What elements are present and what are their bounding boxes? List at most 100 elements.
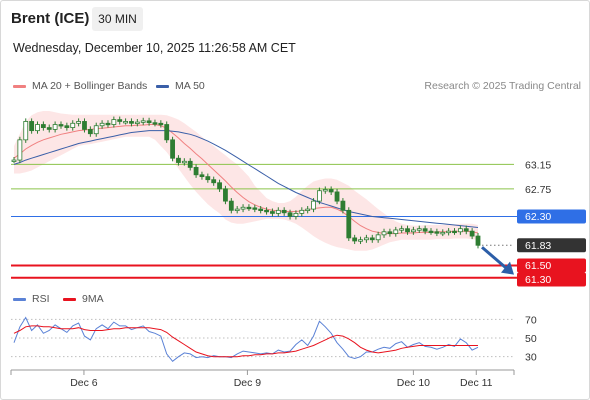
level-62-30-label: 62.30 — [525, 211, 551, 223]
candle — [264, 209, 269, 213]
candle — [434, 231, 440, 234]
ma50-line — [13, 130, 479, 228]
legend-ma50: MA 50 — [156, 80, 205, 92]
candle — [140, 120, 146, 123]
rsi-tick-70: 70 — [525, 314, 537, 326]
rsi-tick-30: 30 — [525, 352, 537, 364]
candle — [375, 234, 381, 241]
forecast-arrow-head — [501, 261, 514, 275]
candle — [152, 122, 158, 125]
candle — [457, 228, 463, 233]
legend-rsi-label: RSI — [32, 293, 50, 305]
candle — [158, 122, 164, 126]
candle — [369, 237, 375, 241]
candle — [328, 189, 334, 193]
candle — [228, 200, 234, 211]
candle — [469, 230, 475, 237]
bollinger-band — [14, 111, 478, 251]
candle — [176, 157, 181, 163]
legend-ma20-label: MA 20 + Bollinger Bands — [32, 80, 148, 92]
candle — [322, 189, 328, 192]
candle — [129, 121, 134, 124]
x-tick-label: Dec 6 — [70, 377, 98, 389]
x-tick-label: Dec 11 — [460, 377, 493, 389]
candle — [29, 121, 35, 132]
credit-text: Research © 2025 Trading Central — [424, 80, 581, 92]
level-63-15-label: 63.15 — [525, 159, 551, 171]
candle — [35, 124, 40, 132]
instrument-title: Brent (ICE) — [11, 10, 90, 27]
legend-ma50-label: MA 50 — [175, 80, 205, 92]
level-61-50-label: 61.50 — [525, 260, 551, 272]
candle — [211, 179, 217, 184]
candle — [252, 207, 258, 210]
ma50-swatch — [156, 84, 169, 88]
candle — [405, 228, 410, 233]
legend-rsi: RSI — [13, 293, 50, 305]
level-61-30-tag — [517, 272, 586, 287]
candle — [70, 122, 76, 128]
candle — [76, 121, 82, 124]
candle — [317, 190, 322, 202]
candle — [82, 121, 87, 130]
candle — [17, 139, 23, 161]
candle — [223, 188, 228, 202]
candle — [299, 209, 305, 214]
candle — [23, 121, 29, 141]
candle — [134, 121, 140, 124]
level-62-30-tag — [517, 209, 586, 224]
candle — [193, 167, 199, 176]
level-61-83-tag — [517, 238, 586, 253]
candle — [416, 228, 422, 231]
candle — [364, 237, 369, 241]
candle — [187, 160, 193, 168]
candle — [199, 174, 205, 178]
candle — [52, 124, 58, 130]
candle — [305, 208, 311, 211]
level-62-75-label: 62.75 — [525, 184, 551, 196]
rsi-ma-line — [13, 325, 478, 358]
x-tick-label: Dec 10 — [397, 377, 430, 389]
candle — [181, 160, 187, 164]
legend-9ma: 9MA — [63, 293, 104, 305]
candle — [164, 124, 170, 141]
candle — [463, 228, 469, 232]
level-61-83-label: 61.83 — [525, 240, 551, 252]
candle — [381, 231, 387, 236]
candle — [281, 209, 287, 214]
rsi-swatch — [13, 297, 26, 301]
candle — [311, 200, 316, 210]
ma20-swatch — [13, 84, 26, 88]
level-61-50-tag — [517, 258, 586, 273]
ma9-swatch — [63, 297, 76, 301]
candle — [64, 125, 70, 128]
candle — [46, 127, 52, 130]
candle — [99, 122, 105, 127]
candle — [246, 206, 252, 210]
candle — [422, 228, 428, 232]
candle — [293, 212, 299, 217]
candle — [170, 139, 175, 159]
candle — [270, 211, 275, 214]
candle — [275, 209, 281, 214]
rsi-line — [13, 316, 479, 362]
forecast-arrow-shaft — [481, 246, 509, 271]
candle — [93, 125, 99, 135]
interval-button[interactable]: 30 MIN — [92, 7, 143, 31]
candle — [217, 182, 222, 190]
candle — [387, 231, 393, 235]
candle — [352, 237, 358, 242]
candle — [393, 229, 399, 235]
candle — [440, 231, 446, 235]
candle — [446, 230, 452, 234]
candle — [287, 212, 293, 217]
rsi-tick-50: 50 — [525, 333, 537, 345]
legend-ma20: MA 20 + Bollinger Bands — [13, 80, 147, 92]
candle — [475, 235, 481, 246]
timestamp: Wednesday, December 10, 2025 11:26:58 AM… — [13, 41, 296, 55]
candle — [105, 122, 111, 126]
candle — [40, 124, 46, 128]
candle — [399, 228, 405, 231]
candle — [428, 230, 434, 234]
